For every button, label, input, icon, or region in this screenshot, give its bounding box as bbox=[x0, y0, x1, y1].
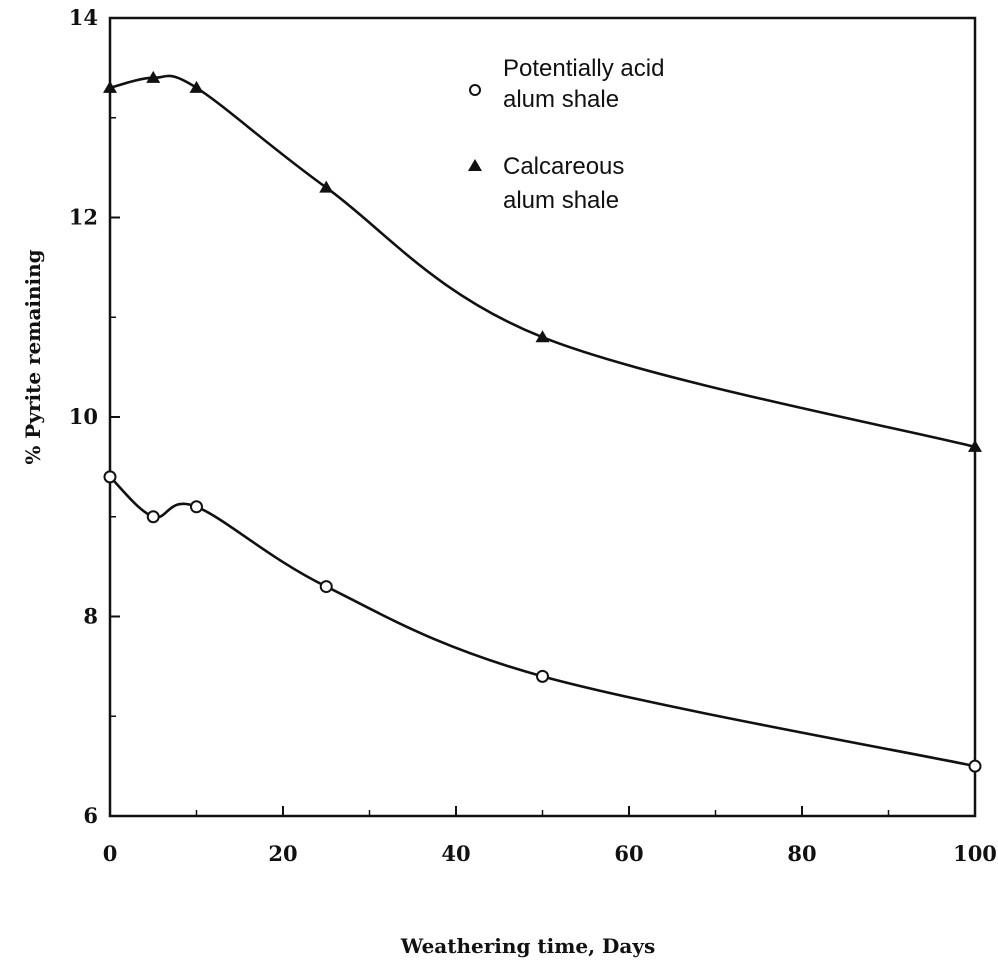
series-layer bbox=[103, 70, 982, 773]
y-axis: 6 8 10 12 14 bbox=[69, 5, 120, 828]
data-point-open-circle bbox=[190, 500, 203, 514]
x-tick-label: 100 bbox=[953, 841, 997, 866]
data-point-open-circle bbox=[146, 510, 160, 524]
x-tick-label: 40 bbox=[441, 841, 470, 866]
legend-label-series-2-line-2: alum shale bbox=[503, 187, 619, 214]
y-tick-label: 10 bbox=[69, 404, 98, 429]
legend-marker-open-circle bbox=[469, 84, 481, 96]
data-point-open-circle bbox=[319, 580, 333, 594]
data-point-open-circle bbox=[103, 470, 117, 484]
y-tick-label: 6 bbox=[83, 803, 98, 828]
data-point-filled-triangle bbox=[535, 330, 550, 343]
x-tick-label: 0 bbox=[103, 841, 118, 866]
data-point-filled-triangle bbox=[103, 80, 117, 93]
y-axis-title: % Pyrite remaining bbox=[21, 249, 45, 464]
x-tick-label: 80 bbox=[787, 841, 816, 866]
data-point-filled-triangle bbox=[319, 180, 334, 193]
data-point-open-circle bbox=[968, 759, 982, 773]
legend-label-series-1-line-2: alum shale bbox=[503, 86, 619, 113]
y-tick-label: 12 bbox=[69, 205, 98, 230]
series-line-2 bbox=[109, 74, 976, 449]
x-axis: 0 20 40 60 80 100 bbox=[103, 806, 997, 866]
legend-label-series-2-line-1: Calcareous bbox=[503, 153, 624, 180]
series-line-1 bbox=[109, 475, 976, 768]
x-axis-title: Weathering time, Days bbox=[400, 934, 655, 958]
legend: Potentially acid alum shale Calcareous a… bbox=[468, 55, 664, 214]
data-point-open-circle bbox=[536, 669, 549, 683]
legend-marker-filled-triangle bbox=[468, 159, 482, 171]
legend-label-series-1-line-1: Potentially acid bbox=[503, 55, 664, 82]
x-tick-label: 60 bbox=[614, 841, 643, 866]
x-tick-label: 20 bbox=[268, 841, 297, 866]
data-point-filled-triangle bbox=[968, 439, 982, 452]
y-tick-label: 14 bbox=[69, 5, 98, 30]
data-point-filled-triangle bbox=[189, 80, 204, 93]
data-point-filled-triangle bbox=[146, 70, 161, 83]
y-tick-label: 8 bbox=[83, 604, 98, 629]
